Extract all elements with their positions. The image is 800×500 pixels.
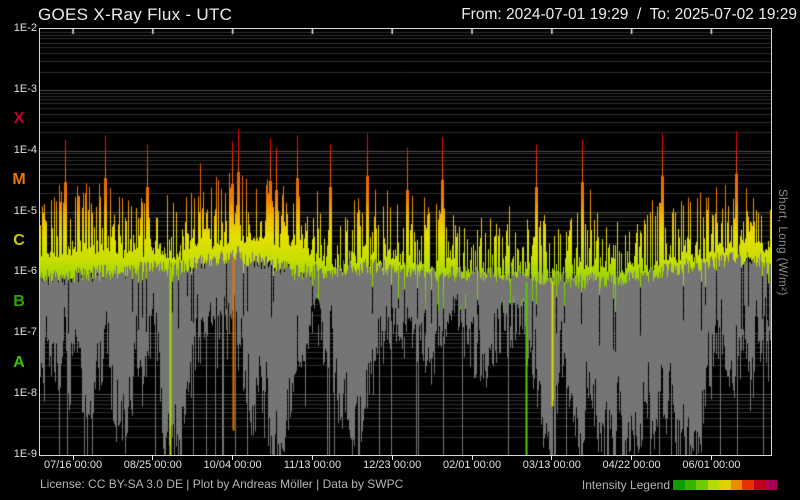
x-axis-tick-label: 02/01 00:00 <box>442 459 502 471</box>
flare-class-label-a: A <box>13 353 25 371</box>
y-axis-tick-label: 1E-4 <box>13 143 37 156</box>
x-axis-tick-mark <box>631 455 633 460</box>
x-axis-tick-label: 10/04 00:00 <box>203 459 262 471</box>
intensity-legend-swatch <box>696 480 708 490</box>
plot-border <box>39 28 772 456</box>
intensity-legend-swatch <box>719 480 731 490</box>
intensity-legend-swatch <box>742 480 754 490</box>
x-axis-tick-mark <box>551 455 553 460</box>
intensity-legend-swatch <box>684 480 697 490</box>
flux-plot-canvas <box>40 29 771 455</box>
x-axis-tick-mark <box>72 455 74 460</box>
x-axis-tick-mark <box>710 455 712 460</box>
x-axis-tick-mark <box>152 455 154 460</box>
intensity-legend-swatch <box>753 480 766 490</box>
y-axis-tick-label: 1E-8 <box>13 387 37 400</box>
x-axis-tick-mark <box>471 455 473 460</box>
page-title: GOES X-Ray Flux - UTC <box>38 5 233 24</box>
x-axis-tick-label: 07/16 00:00 <box>43 459 103 471</box>
intensity-legend-label: Intensity Legend <box>581 478 670 492</box>
x-axis-tick-label: 03/13 00:00 <box>522 459 581 471</box>
right-axis-label: Short, Long (W/m²) <box>776 188 788 296</box>
y-axis-tick-label: 1E-7 <box>13 326 37 339</box>
flare-class-label-b: B <box>13 292 25 310</box>
y-axis-tick-label: 1E-2 <box>13 22 37 34</box>
flare-class-label-x: X <box>13 110 25 128</box>
y-axis-tick-label: 1E-3 <box>13 82 37 95</box>
flare-class-label-m: M <box>12 171 26 189</box>
intensity-legend-swatch <box>707 480 720 490</box>
x-axis-tick-label: 06/01 00:00 <box>682 459 741 471</box>
intensity-legend-swatch <box>730 480 743 490</box>
intensity-legend-bar <box>673 480 778 490</box>
y-axis-tick-label: 1E-6 <box>13 265 37 278</box>
intensity-legend-swatch <box>673 480 685 490</box>
y-axis-tick-label: 1E-9 <box>13 448 37 460</box>
date-range-label: From: 2024-07-01 19:29 / To: 2025-07-02 … <box>461 6 797 23</box>
x-axis-tick-label: 11/13 00:00 <box>283 459 342 471</box>
x-axis-tick-label: 08/25 00:00 <box>123 459 182 471</box>
x-axis-tick-label: 04/22 00:00 <box>602 459 661 471</box>
x-axis-tick-mark <box>391 455 393 460</box>
intensity-legend-swatch <box>765 480 778 490</box>
license-text: License: CC BY-SA 3.0 DE | Plot by Andre… <box>40 477 404 491</box>
flare-class-label-c: C <box>13 232 25 249</box>
x-axis-tick-mark <box>311 455 313 460</box>
y-axis-tick-label: 1E-5 <box>13 204 37 217</box>
x-axis-tick-mark <box>232 455 234 460</box>
x-axis-tick-label: 12/23 00:00 <box>363 459 422 471</box>
